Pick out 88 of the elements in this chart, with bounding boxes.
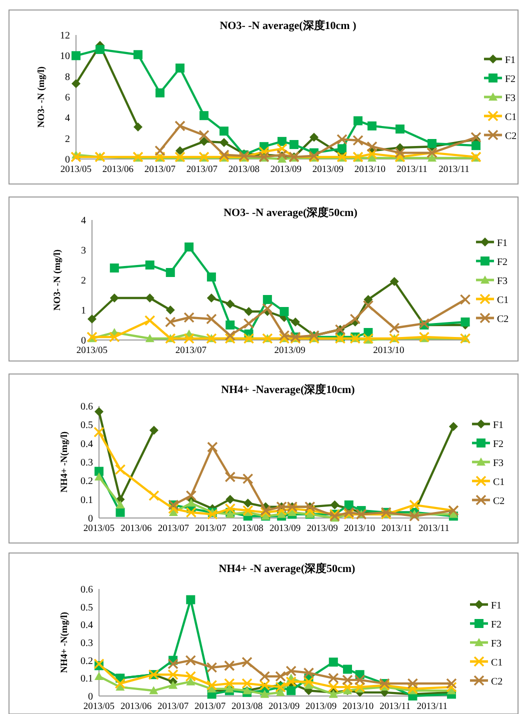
legend-label: F2	[491, 620, 502, 630]
x-tick-label: 2013/09	[268, 702, 300, 712]
x-tick-label: 2013/11	[396, 165, 428, 175]
y-tick-label: 0.6	[80, 402, 93, 412]
y-tick-label: 8	[65, 72, 70, 83]
x-tick-label: 2013/09	[305, 702, 337, 712]
legend-label: C1	[493, 477, 505, 488]
y-axis-title: NH4+ -N(mg/l)	[60, 612, 70, 674]
x-tick-label: 2013/09	[312, 165, 344, 175]
y-tick-label: 0	[88, 514, 93, 524]
x-tick-label: 2013/07	[186, 165, 218, 175]
legend-label: C1	[505, 112, 517, 123]
y-tick-label: 3	[81, 246, 86, 256]
legend-label: C2	[505, 131, 517, 142]
x-tick-label: 2013/05	[83, 524, 115, 534]
y-axis-title: NO3- -N (mg/l)	[37, 66, 47, 128]
legend-label: F2	[505, 74, 516, 85]
legend-label: C2	[493, 496, 505, 507]
y-tick-label: 0.3	[80, 638, 93, 649]
chart-title: NO3- -N average(深度50cm)	[224, 206, 358, 219]
y-tick-label: 0	[88, 692, 93, 702]
x-tick-label: 2013/11	[418, 524, 450, 534]
y-tick-label: 10	[60, 51, 70, 62]
x-tick-label: 2013/07	[195, 524, 226, 534]
y-tick-label: 0	[65, 154, 70, 166]
chart-title: NH4+ -Naverage(深度10cm)	[221, 383, 356, 396]
x-tick-label: 2013/11	[438, 165, 470, 175]
legend-label: F1	[491, 600, 502, 612]
chart-title: NH4+ -N average(深度50cm)	[218, 562, 356, 575]
legend-label: F1	[493, 420, 504, 431]
y-tick-label: 2	[81, 276, 86, 286]
x-tick-label: 2013/09	[274, 346, 306, 356]
x-tick-label: 2013/06	[120, 524, 152, 534]
legend-label: F3	[497, 276, 508, 287]
x-tick-label: 2013/11	[381, 524, 412, 534]
y-tick-label: 0.1	[80, 494, 93, 506]
x-tick-label: 2013/10	[344, 524, 376, 534]
y-tick-label: 0.5	[80, 602, 93, 614]
x-tick-label: 2013/07	[157, 702, 189, 712]
y-tick-label: 1	[81, 306, 86, 316]
legend-label: F3	[493, 458, 504, 469]
x-tick-label: 2013/07	[175, 346, 207, 356]
legend-label: C1	[491, 658, 503, 668]
legend-label: F3	[491, 638, 502, 650]
legend-label: F1	[505, 55, 516, 66]
legend-label: F2	[497, 257, 508, 268]
legend-label: F3	[505, 93, 516, 104]
x-tick-label: 2013/07	[158, 524, 190, 534]
y-tick-label: 0.4	[80, 438, 93, 450]
y-axis-title: NO3- -N (mg/l)	[53, 249, 63, 311]
x-tick-label: 2013/07	[194, 702, 226, 712]
x-tick-label: 2013/11	[416, 702, 448, 712]
x-tick-label: 2013/05	[60, 165, 92, 175]
x-tick-label: 2013/09	[270, 165, 302, 175]
x-tick-label: 2013/05	[83, 702, 115, 712]
x-tick-label: 2013/10	[342, 702, 374, 712]
y-tick-label: 4	[65, 113, 70, 124]
y-tick-label: 0.2	[80, 656, 93, 667]
x-tick-label: 2013/10	[354, 165, 386, 175]
y-tick-label: 0.3	[80, 458, 93, 468]
x-tick-label: 2013/08	[232, 524, 264, 534]
legend-label: C1	[497, 295, 509, 306]
x-tick-label: 2013/10	[373, 346, 405, 356]
x-tick-label: 2013/05	[76, 346, 108, 356]
y-tick-label: 2	[65, 134, 70, 145]
y-tick-label: 12	[60, 30, 70, 42]
x-tick-label: 2013/09	[306, 524, 338, 534]
x-tick-label: 2013/08	[228, 165, 260, 175]
x-tick-label: 2013/06	[120, 702, 152, 712]
legend-label: F2	[493, 439, 504, 450]
chart-title: NO3- -N average(深度10cm )	[220, 19, 357, 32]
y-axis-title: NH4+ -N(mg/l)	[60, 431, 70, 493]
legend-label: F1	[497, 238, 508, 249]
x-tick-label: 2013/09	[270, 524, 301, 534]
x-tick-label: 2013/07	[144, 165, 176, 175]
y-tick-label: 4	[81, 216, 86, 226]
legend-label: C2	[497, 314, 509, 325]
y-tick-label: 0.2	[80, 476, 93, 488]
x-tick-label: 2013/11	[380, 702, 411, 712]
y-tick-label: 6	[65, 92, 70, 104]
y-tick-label: 0.4	[80, 620, 93, 632]
y-tick-label: 0.1	[80, 674, 93, 685]
y-tick-label: 0.5	[80, 420, 93, 432]
x-tick-label: 2013/06	[102, 165, 134, 175]
y-tick-label: 0	[81, 336, 86, 346]
y-tick-label: 0.6	[80, 584, 93, 596]
x-tick-label: 2013/08	[231, 702, 263, 712]
legend-label: C2	[491, 676, 503, 688]
